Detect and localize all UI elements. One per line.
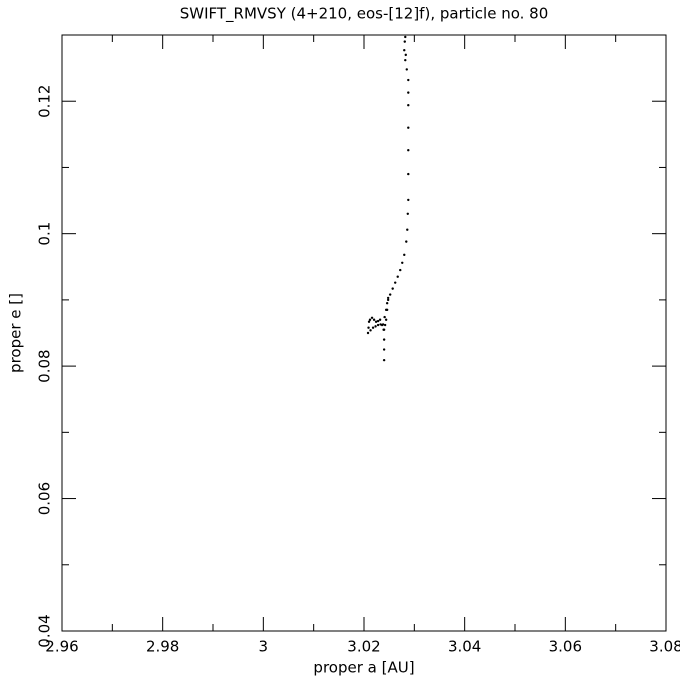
data-point	[383, 315, 386, 319]
data-point	[382, 358, 386, 362]
data-point	[376, 323, 380, 327]
data-point	[370, 316, 374, 319]
data-point	[404, 58, 407, 62]
x-tick-label: 3.02	[347, 638, 380, 656]
data-point	[403, 49, 406, 52]
data-point	[367, 326, 370, 329]
y-axis-label: proper e []	[7, 293, 25, 373]
data-point	[396, 275, 399, 278]
data-point	[407, 78, 410, 82]
x-tick-label: 3.04	[448, 638, 481, 656]
data-point	[372, 318, 376, 321]
data-point	[382, 348, 386, 351]
y-tick-label: 0.1	[36, 222, 54, 246]
data-point	[378, 318, 382, 321]
y-tick-label: 0.04	[36, 614, 54, 647]
x-axis-label: proper a [AU]	[313, 659, 414, 677]
data-point	[383, 323, 387, 327]
data-point	[376, 319, 380, 323]
x-tick-label: 3	[259, 638, 269, 656]
data-point	[386, 298, 390, 302]
y-tick-label: 0.08	[36, 349, 54, 382]
data-point	[401, 261, 404, 265]
data-point	[403, 40, 406, 43]
data-point	[405, 240, 408, 243]
data-point	[369, 329, 372, 332]
data-point	[384, 308, 388, 312]
data-point	[406, 212, 409, 215]
data-point	[384, 318, 388, 321]
data-point	[388, 293, 392, 296]
data-point	[407, 91, 410, 94]
data-point	[386, 296, 390, 300]
data-point	[368, 318, 372, 321]
data-point	[367, 320, 371, 323]
data-point	[406, 228, 409, 231]
data-point	[407, 172, 410, 176]
x-tick-label: 2.98	[146, 638, 179, 656]
data-point	[374, 320, 378, 323]
data-point	[404, 35, 407, 39]
y-tick-label: 0.12	[36, 85, 54, 118]
data-point	[403, 253, 406, 257]
data-point	[385, 302, 389, 305]
data-point	[405, 68, 408, 71]
x-tick-label: 3.08	[649, 638, 680, 656]
data-point	[366, 331, 370, 335]
data-point	[374, 325, 377, 328]
y-tick-label: 0.06	[36, 482, 54, 515]
data-point	[404, 53, 407, 57]
data-point	[382, 338, 386, 341]
data-point	[407, 126, 410, 129]
data-point	[391, 287, 394, 290]
data-point	[407, 103, 410, 107]
data-point	[379, 323, 382, 326]
x-tick-label: 3.06	[549, 638, 582, 656]
data-point	[407, 149, 410, 152]
data-point	[381, 323, 385, 326]
data-point	[382, 328, 385, 331]
data-point	[394, 281, 397, 284]
data-point	[399, 268, 402, 272]
data-point	[371, 326, 375, 329]
x-tick-label: 2.96	[45, 638, 78, 656]
chart-title: SWIFT_RMVSY (4+210, eos-[12]f), particle…	[180, 5, 549, 24]
plot-frame	[61, 34, 667, 632]
data-point	[407, 198, 410, 202]
